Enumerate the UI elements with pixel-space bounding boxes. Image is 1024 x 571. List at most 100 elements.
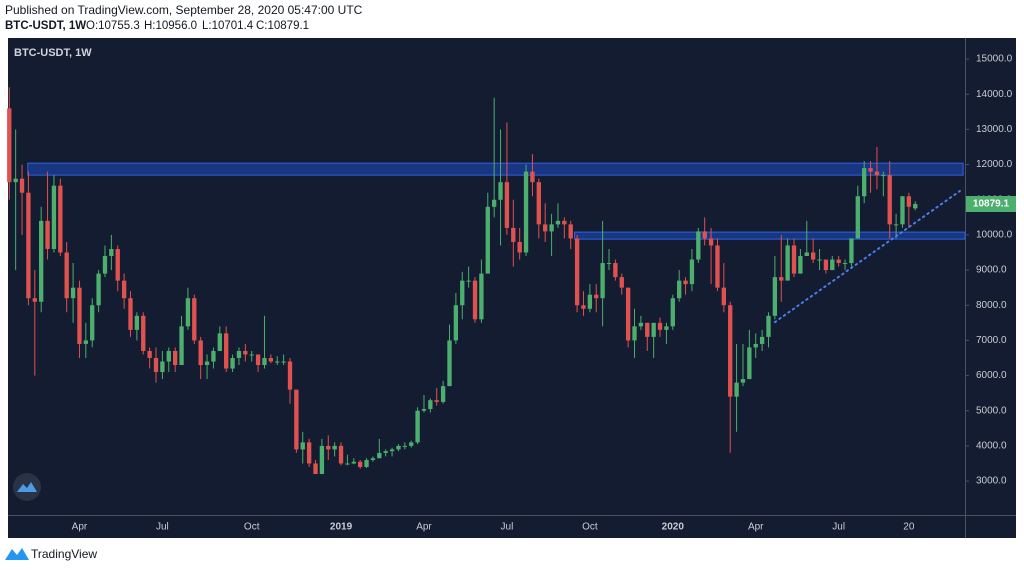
y-tick-label: 13000.0: [976, 124, 1013, 135]
candle-body: [262, 357, 267, 366]
candle-body: [753, 343, 758, 348]
candle-body: [785, 245, 790, 281]
candle-body: [874, 171, 880, 176]
candle-body: [657, 322, 663, 330]
candle-body: [881, 175, 886, 177]
candle-body: [555, 220, 561, 225]
ohlc-label: L:10701.4: [202, 20, 254, 32]
candle-body: [64, 252, 69, 299]
candle-body: [204, 361, 210, 366]
candle-body: [211, 350, 216, 362]
candle-body: [517, 241, 522, 253]
logo-mark: [17, 482, 37, 492]
candle-body: [39, 220, 44, 302]
last-price-label: 10879.1: [973, 199, 1010, 210]
zone: [574, 231, 966, 240]
candle-body: [243, 350, 248, 355]
y-tick-label: 5000.0: [976, 405, 1007, 416]
candle-body: [370, 458, 376, 460]
candle-body: [268, 357, 274, 362]
candle-body: [606, 263, 612, 265]
candle-body: [281, 361, 286, 363]
candle-body: [594, 294, 599, 299]
candle-body: [485, 206, 490, 274]
candle-body: [689, 259, 695, 285]
candle-body: [128, 298, 133, 330]
candle-body: [453, 305, 459, 341]
candle-body: [192, 298, 197, 341]
candle-body: [504, 182, 510, 228]
candle-body: [574, 238, 580, 306]
candle-body: [160, 361, 165, 373]
candle-body: [798, 256, 803, 274]
candle-body: [275, 361, 280, 363]
y-tick-label: 7000.0: [976, 335, 1007, 346]
candle-body: [702, 231, 707, 239]
candle-body: [613, 263, 618, 278]
candle-body: [294, 389, 299, 450]
candle-body: [887, 175, 892, 225]
candle-body: [562, 220, 567, 225]
candle-body: [849, 238, 854, 264]
y-tick-label: 8000.0: [976, 300, 1007, 311]
candle-body: [893, 224, 899, 226]
zone: [27, 162, 964, 176]
candle-body: [728, 305, 733, 397]
candle-body: [172, 350, 178, 366]
candle-body: [479, 273, 484, 320]
ohlc-label: O:10755.3: [86, 20, 140, 32]
ohlc-label: H:10956.0: [144, 20, 197, 32]
candle-body: [740, 379, 746, 383]
candle-body: [32, 298, 37, 302]
candle-body: [440, 386, 446, 402]
candle-body: [708, 238, 714, 246]
x-tick-label: Apr: [416, 522, 432, 533]
candle-body: [913, 204, 918, 209]
candle-body: [421, 408, 427, 411]
zones-layer: [27, 162, 966, 240]
y-tick-label: 3000.0: [976, 476, 1007, 487]
candle-body: [543, 224, 548, 232]
candle-body: [332, 445, 337, 450]
candle-body: [70, 287, 76, 299]
candle-body: [491, 199, 497, 207]
candle-body: [434, 400, 439, 402]
x-tick-label: 2019: [330, 522, 353, 533]
candle-body: [530, 171, 535, 183]
candle-body: [217, 333, 222, 351]
candle-body: [823, 259, 829, 271]
candle-body: [358, 461, 363, 468]
candle-body: [319, 445, 325, 475]
candle-body: [345, 463, 350, 465]
candle-body: [460, 280, 465, 306]
candle-body: [141, 315, 146, 351]
candle-body: [447, 340, 452, 387]
candle-body: [230, 357, 235, 369]
candle-body: [313, 463, 318, 475]
candle-body: [147, 350, 152, 358]
candle-body: [581, 305, 586, 309]
candle-body: [772, 277, 778, 316]
candle-body: [472, 280, 478, 320]
candle-body: [121, 280, 127, 299]
symbol-label: BTC-USDT, 1W: [5, 20, 86, 32]
watermark-logo: [13, 473, 41, 501]
candle-body: [255, 354, 261, 366]
candle-body: [862, 168, 867, 197]
x-tick-label: Apr: [72, 522, 88, 533]
x-tick-label: Jul: [156, 522, 169, 533]
candle-body: [734, 382, 739, 397]
candle-body: [523, 171, 529, 253]
candle-body: [13, 178, 18, 183]
footer-logo: [5, 548, 29, 560]
published-note: Published on TradingView.com, September …: [5, 3, 363, 17]
candle-body: [287, 361, 293, 390]
candle-body: [351, 461, 356, 464]
candle-body: [645, 322, 650, 337]
candle-body: [766, 315, 771, 337]
candle-body: [389, 449, 395, 452]
x-tick-label: 2020: [662, 522, 685, 533]
candle-body: [759, 336, 765, 344]
candle-body: [26, 192, 31, 299]
candle-body: [619, 277, 624, 288]
